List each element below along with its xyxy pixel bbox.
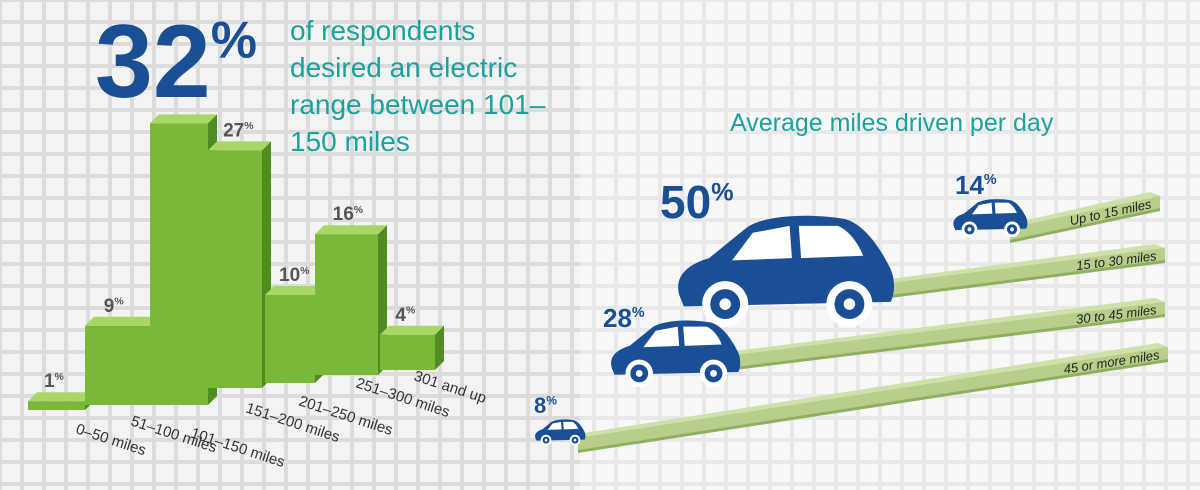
road-top — [578, 343, 1168, 438]
headline-number: 32% — [95, 4, 257, 120]
car-cap — [1010, 227, 1015, 232]
car-cap — [544, 438, 548, 442]
bar-front — [208, 150, 262, 388]
car-window — [994, 202, 1017, 214]
car-cap — [843, 298, 856, 310]
bar-side — [435, 325, 444, 370]
road-top — [735, 298, 1165, 355]
road-top — [890, 244, 1165, 283]
road-face — [890, 248, 1165, 295]
bar-top — [380, 325, 444, 335]
bar-front — [315, 234, 378, 375]
bar-top — [150, 114, 217, 124]
bar-top — [208, 141, 271, 151]
annotation-box: of respondents desired an electric range… — [290, 15, 546, 157]
value-label: 16% — [333, 204, 363, 225]
value-label: 50% — [660, 176, 734, 228]
bar-top — [265, 286, 324, 295]
bar-top — [315, 225, 387, 235]
car-window — [643, 326, 680, 348]
car — [953, 199, 1028, 238]
car-cap — [635, 369, 643, 377]
car-cap — [967, 227, 972, 232]
car-cap — [710, 369, 717, 377]
bar — [315, 225, 387, 375]
bar-front — [380, 334, 435, 370]
bar — [208, 141, 271, 388]
car — [678, 215, 895, 328]
bar-front — [265, 295, 315, 383]
bar — [150, 114, 217, 406]
bar — [28, 392, 94, 410]
road-face — [735, 302, 1165, 367]
bar — [380, 325, 444, 370]
bar-front — [28, 401, 85, 410]
bar-front — [150, 123, 208, 406]
value-label: 10% — [279, 265, 309, 286]
value-label: 28% — [603, 303, 645, 333]
car-cap — [573, 438, 577, 442]
bar-top — [28, 392, 94, 402]
car-cap — [719, 298, 731, 310]
chart-title: Average miles driven per day — [730, 109, 1054, 137]
car-window — [547, 421, 562, 430]
road-top — [1010, 192, 1160, 228]
car — [535, 419, 586, 446]
value-label: 8% — [534, 393, 557, 418]
road-face — [1010, 196, 1160, 240]
annotation: of respondents desired an electric range… — [290, 15, 546, 157]
car-window — [971, 202, 993, 215]
bar-top — [85, 316, 161, 326]
value-label: 9% — [104, 296, 124, 317]
value-label: 4% — [395, 305, 415, 326]
car — [611, 320, 741, 388]
bar — [85, 316, 161, 405]
car-window — [732, 225, 792, 261]
car-window — [798, 225, 864, 259]
road-face — [578, 347, 1168, 450]
background-panel — [580, 0, 1200, 490]
car-window — [683, 326, 722, 346]
value-label: 1% — [44, 371, 64, 392]
value-label: 14% — [955, 170, 997, 200]
value-label: 27% — [223, 120, 253, 141]
car-window — [563, 421, 579, 430]
bar-front — [85, 325, 152, 405]
